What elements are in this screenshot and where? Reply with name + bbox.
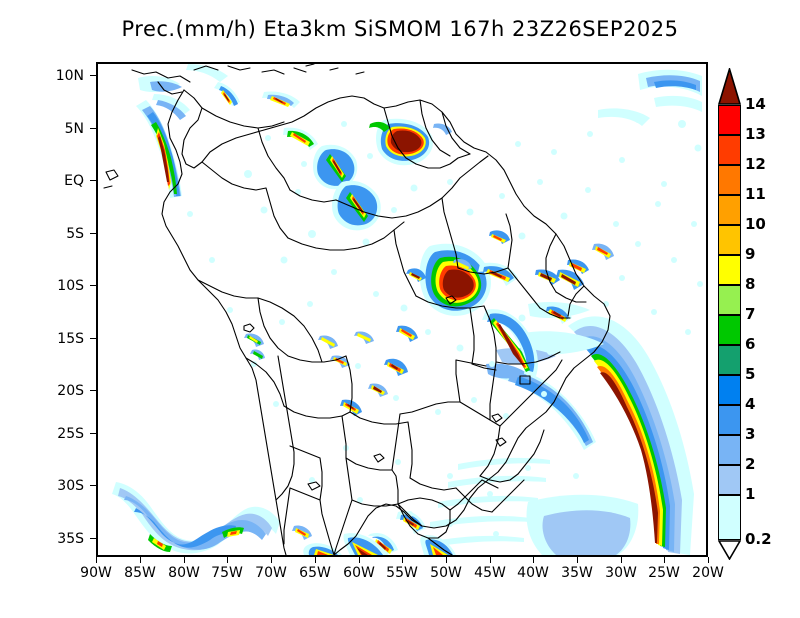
x-tick-label: 55W <box>386 565 418 581</box>
colorbar-tick-label: 9 <box>745 245 756 263</box>
colorbar-band-6-7 <box>718 315 741 345</box>
colorbar-tick-label: 12 <box>745 155 766 173</box>
colorbar-band-02-1 <box>718 495 741 540</box>
colorbar-band-4-5 <box>718 375 741 405</box>
x-tick-label: 60W <box>343 565 375 581</box>
colorbar-tick-label: 6 <box>745 335 756 353</box>
colorbar-tick-label: 0.2 <box>745 530 772 548</box>
y-tick-label: 25S <box>57 426 84 442</box>
colorbar-tick-label: 8 <box>745 275 756 293</box>
x-tick-label: 20W <box>692 565 724 581</box>
y-tick-label: 30S <box>57 478 84 494</box>
colorbar-tick-label: 1 <box>745 485 756 503</box>
colorbar-band-8-9 <box>718 255 741 285</box>
x-tick-label: 90W <box>80 565 112 581</box>
colorbar-band-11-12 <box>718 165 741 195</box>
map-outlines <box>103 64 611 555</box>
colorbar-band-5-6 <box>718 345 741 375</box>
colorbar-tick-label: 14 <box>745 95 766 113</box>
x-tick-label: 70W <box>255 565 287 581</box>
y-tick-label: 10N <box>55 68 84 84</box>
x-tick-label: 75W <box>211 565 243 581</box>
x-tick-label: 50W <box>430 565 462 581</box>
map-plot-area <box>96 62 708 557</box>
colorbar-arrow-top <box>718 68 741 105</box>
precipitation-field <box>112 64 703 555</box>
map-canvas <box>103 64 703 555</box>
colorbar: 14 13 12 11 10 9 8 7 6 5 4 3 2 1 0.2 <box>718 68 772 560</box>
colorbar-tick-label: 11 <box>745 185 766 203</box>
colorbar-tick-label: 10 <box>745 215 766 233</box>
colorbar-tick-label: 2 <box>745 455 756 473</box>
x-tick-label: 30W <box>605 565 637 581</box>
y-tick-label: 20S <box>57 383 84 399</box>
colorbar-tick-label: 7 <box>745 305 756 323</box>
y-tick-label: EQ <box>64 173 84 189</box>
y-tick-label: 35S <box>57 531 84 547</box>
colorbar-band-9-10 <box>718 225 741 255</box>
x-tick-label: 40W <box>517 565 549 581</box>
figure-title: Prec.(mm/h) Eta3km SiSMOM 167h 23Z26SEP2… <box>121 17 679 41</box>
colorbar-tick-label: 3 <box>745 425 756 443</box>
colorbar-band-12-13 <box>718 135 741 165</box>
colorbar-band-10-11 <box>718 195 741 225</box>
x-tick-label: 80W <box>168 565 200 581</box>
y-tick-label: 10S <box>57 278 84 294</box>
x-tick-label: 85W <box>124 565 156 581</box>
x-tick-label: 65W <box>299 565 331 581</box>
x-tick-label: 45W <box>474 565 506 581</box>
x-tick-label: 35W <box>561 565 593 581</box>
colorbar-band-13-14 <box>718 105 741 135</box>
x-tick-label: 25W <box>648 565 680 581</box>
colorbar-arrow-bottom <box>718 540 741 560</box>
colorbar-tick-label: 4 <box>745 395 756 413</box>
y-tick-label: 5N <box>64 121 84 137</box>
colorbar-band-3-4 <box>718 405 741 435</box>
y-tick-label: 15S <box>57 331 84 347</box>
colorbar-band-7-8 <box>718 285 741 315</box>
colorbar-band-2-3 <box>718 435 741 465</box>
y-tick-label: 5S <box>66 226 84 242</box>
colorbar-band-1-2 <box>718 465 741 495</box>
colorbar-tick-label: 5 <box>745 365 756 383</box>
colorbar-tick-label: 13 <box>745 125 766 143</box>
